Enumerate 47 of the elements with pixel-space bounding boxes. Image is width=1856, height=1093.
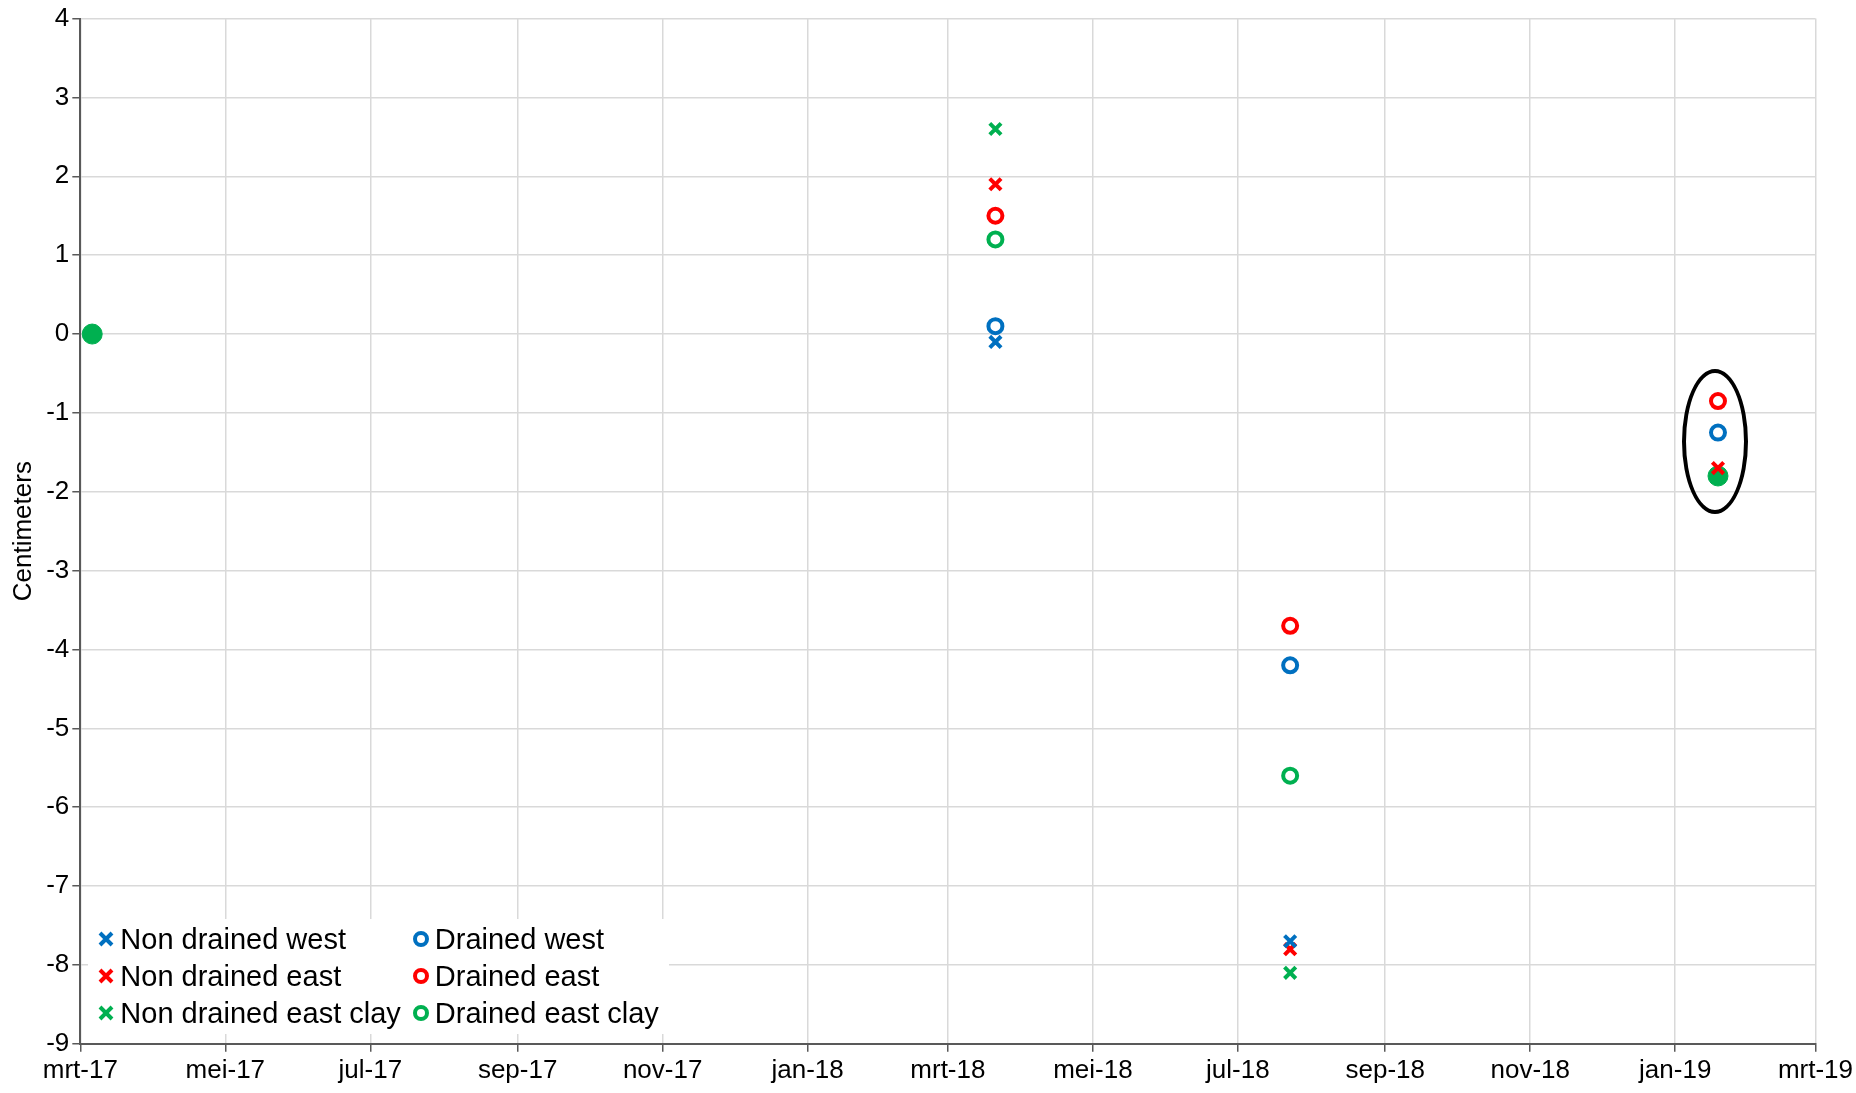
point xyxy=(1708,423,1727,442)
point xyxy=(1282,965,1298,981)
y-tick-label: -7 xyxy=(46,869,70,900)
point xyxy=(1708,392,1727,411)
point xyxy=(987,176,1004,192)
point xyxy=(1282,933,1298,949)
y-tick-label: 3 xyxy=(54,80,70,111)
x-tick-label: jan-19 xyxy=(1638,1053,1712,1084)
y-tick-label: -4 xyxy=(46,632,70,663)
legend-label: Drained west xyxy=(434,922,605,956)
y-tick-label: 2 xyxy=(54,159,70,190)
y-tick-label: -8 xyxy=(46,948,70,979)
point xyxy=(1281,656,1300,675)
legend-label: Drained east clay xyxy=(434,996,659,1030)
y-tick-label: -1 xyxy=(46,396,70,427)
point xyxy=(1281,766,1300,785)
x-tick-label: jul-17 xyxy=(337,1053,403,1084)
point xyxy=(81,323,103,345)
legend-label: Non drained east clay xyxy=(120,996,401,1030)
y-tick-label: 0 xyxy=(54,317,70,348)
point xyxy=(986,317,1005,336)
legend-label: Non drained west xyxy=(120,922,346,956)
y-tick-label: 4 xyxy=(54,1,70,32)
x-tick-label: mrt-18 xyxy=(910,1053,986,1084)
y-tick-label: 1 xyxy=(54,238,70,269)
point xyxy=(986,230,1005,249)
x-tick-label: nov-18 xyxy=(1490,1053,1570,1084)
x-tick-label: sep-17 xyxy=(477,1053,558,1084)
x-tick-label: mei-17 xyxy=(185,1053,266,1084)
y-tick-label: -5 xyxy=(46,711,70,742)
y-tick-label: -3 xyxy=(46,553,70,584)
point xyxy=(987,121,1004,137)
point xyxy=(986,206,1005,225)
x-tick-label: jan-18 xyxy=(770,1053,844,1084)
legend-label: Non drained east xyxy=(120,959,342,993)
y-tick-label: -2 xyxy=(46,474,70,505)
x-tick-label: mrt-19 xyxy=(1777,1053,1853,1084)
x-tick-label: jul-18 xyxy=(1205,1053,1270,1084)
point xyxy=(1710,460,1726,476)
x-tick-label: nov-17 xyxy=(622,1053,703,1084)
point xyxy=(1281,616,1300,635)
y-tick-label: -6 xyxy=(46,790,70,821)
point xyxy=(987,334,1004,350)
legend-label: Drained east xyxy=(434,959,600,993)
x-tick-label: mei-18 xyxy=(1053,1053,1133,1084)
y-axis-title: Centimeters xyxy=(6,461,37,602)
x-tick-label: sep-18 xyxy=(1345,1053,1425,1084)
